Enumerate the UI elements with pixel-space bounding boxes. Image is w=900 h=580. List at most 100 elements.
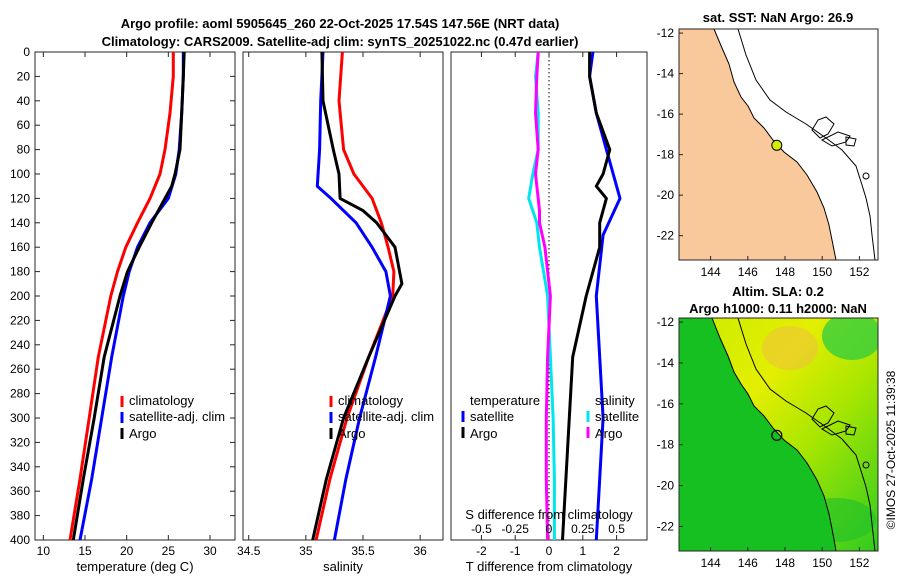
- salinity-axis-label: salinity: [323, 559, 363, 574]
- depth-tick-label: 100: [10, 167, 30, 181]
- s-difference-tick-label: 0.5: [608, 522, 625, 536]
- lat-tick-label: -12: [657, 315, 675, 329]
- lon-tick-label: 146: [738, 265, 758, 279]
- x-tick-label: 1: [579, 544, 586, 558]
- series-line-argo: [71, 52, 186, 540]
- depth-tick-label: 240: [10, 338, 30, 352]
- legend-salinity-heading: salinity: [595, 393, 635, 408]
- lat-tick-label: -16: [657, 397, 675, 411]
- lon-tick-label: 152: [849, 265, 869, 279]
- depth-tick-label: 20: [17, 69, 31, 83]
- lon-tick-label: 152: [849, 556, 869, 570]
- legend-argo-label: Argo: [129, 426, 156, 441]
- x-tick-label: 35: [299, 544, 313, 558]
- depth-tick-label: 400: [10, 533, 30, 547]
- lon-tick-label: 148: [775, 265, 795, 279]
- series-line-climatology: [314, 52, 396, 540]
- sla-map-subtitle: Argo h1000: 0.11 h2000: NaN: [689, 301, 867, 316]
- s-difference-tick-label: -0.5: [471, 522, 492, 536]
- depth-tick-label: 260: [10, 362, 30, 376]
- lon-tick-label: 144: [701, 265, 721, 279]
- x-tick-label: -1: [510, 544, 521, 558]
- legend-s-satellite-label: satellite: [595, 409, 639, 424]
- series-line-s-satellite: [527, 52, 556, 540]
- depth-tick-label: 80: [17, 143, 31, 157]
- x-tick-label: 34.5: [237, 544, 261, 558]
- lat-tick-label: -16: [657, 107, 675, 121]
- legend-satellite-label: satellite-adj. clim: [338, 409, 434, 424]
- sla-map-frame: [678, 317, 879, 552]
- lat-tick-label: -20: [657, 188, 675, 202]
- sla-map-reef-edge: [737, 318, 876, 551]
- x-tick-label: 15: [78, 544, 92, 558]
- depth-tick-label: 200: [10, 289, 30, 303]
- x-tick-label: -2: [476, 544, 487, 558]
- sla-map-argo-location-marker: [771, 429, 783, 441]
- sla-map-low-anomaly-north: [822, 318, 878, 360]
- sla-map-reef-islands: [811, 405, 857, 436]
- legend-s-argo-label: Argo: [595, 426, 622, 441]
- salinity-panel: 34.5 35 35.5 36 climatology satellite-adj. …: [237, 51, 444, 574]
- imos-credit-timestamp: ©IMOS 27-Oct-2025 11:39:38: [884, 370, 898, 529]
- lat-tick-label: -20: [657, 479, 675, 493]
- legend-climatology-label: climatology: [129, 393, 195, 408]
- salinity-tick-labels: 34.5 35 35.5 36: [237, 52, 427, 558]
- lon-tick-label: 146: [738, 556, 758, 570]
- s-difference-axis-label: S difference from climatology: [465, 507, 633, 522]
- temperature-series-group: [68, 52, 186, 540]
- depth-tick-label: 180: [10, 265, 30, 279]
- t-difference-axis-label: T difference from climatology: [466, 559, 633, 574]
- lat-tick-label: -22: [657, 229, 675, 243]
- series-line-satellite-adj-clim: [315, 52, 392, 540]
- sla-map-islet: [862, 461, 870, 469]
- depth-tick-label: 60: [17, 118, 31, 132]
- x-tick-label: 35.5: [351, 544, 375, 558]
- x-tick-label: 2: [613, 544, 620, 558]
- depth-tick-label: 40: [17, 94, 31, 108]
- sla-map-shelf: [679, 318, 837, 551]
- series-line-t-argo: [561, 52, 612, 540]
- series-line-climatology: [68, 52, 175, 540]
- difference-panel: -2 -1 0 1 2 temperature satellite Argo salin…: [450, 51, 648, 574]
- temperature-tick-labels: 10 15 20 25 30: [37, 52, 217, 558]
- sla-map-panel: Altim. SLA: 0.2 Argo h1000: 0.11 h2000: …: [657, 284, 879, 570]
- sst-map-reef-islands: [811, 116, 857, 147]
- sst-map-title: sat. SST: NaN Argo: 26.9: [703, 10, 854, 25]
- depth-tick-label: 160: [10, 240, 30, 254]
- sst-map-tick-labels: 144 146 148 150 152 -12 -14 -16 -18 -20 -22: [657, 26, 870, 279]
- lon-tick-label: 148: [775, 556, 795, 570]
- depth-tick-label: 120: [10, 191, 30, 205]
- x-tick-label: 20: [120, 544, 134, 558]
- temperature-axis-label: temperature (deg C): [76, 559, 193, 574]
- lat-tick-label: -18: [657, 438, 675, 452]
- difference-legend-salinity: salinity satellite Argo: [586, 393, 639, 441]
- s-difference-tick-label: -0.25: [502, 522, 530, 536]
- difference-series-group: [527, 52, 622, 540]
- sst-map-reef-edge: [737, 29, 876, 260]
- x-tick-label: 36: [413, 544, 427, 558]
- sst-map-panel: sat. SST: NaN Argo: 26.9 144 146 148 150 152…: [657, 10, 879, 279]
- series-line-s-argo: [534, 52, 552, 540]
- sla-map-title: Altim. SLA: 0.2: [732, 284, 824, 299]
- depth-tick-label: 320: [10, 435, 30, 449]
- figure-title-line-2: Climatology: CARS2009. Satellite-adj cli…: [102, 34, 579, 49]
- lon-tick-label: 150: [812, 265, 832, 279]
- salinity-series-group: [311, 52, 404, 540]
- lat-tick-label: -14: [657, 67, 675, 81]
- legend-t-satellite-label: satellite: [470, 409, 514, 424]
- sla-map-high-anomaly: [762, 326, 818, 370]
- sla-map-tick-labels: 144 146 148 150 152 -12 -14 -16 -18 -20 -22: [657, 315, 870, 570]
- difference-legend-temperature: temperature satellite Argo: [461, 393, 540, 441]
- x-tick-label: 10: [37, 544, 51, 558]
- lat-tick-label: -22: [657, 519, 675, 533]
- temperature-panel: 0204060801001201401601802002202402602803…: [10, 45, 647, 574]
- sst-map-frame: [678, 28, 879, 261]
- s-difference-tick-labels: -0.5 -0.25 0 0.25 0.5: [471, 522, 625, 536]
- salinity-legend: climatology satellite-adj. clim Argo: [329, 393, 434, 441]
- depth-tick-label: 220: [10, 313, 30, 327]
- legend-argo-label: Argo: [338, 426, 365, 441]
- t-difference-tick-labels: -2 -1 0 1 2: [476, 52, 620, 558]
- legend-temperature-heading: temperature: [470, 393, 540, 408]
- depth-tick-label: 280: [10, 387, 30, 401]
